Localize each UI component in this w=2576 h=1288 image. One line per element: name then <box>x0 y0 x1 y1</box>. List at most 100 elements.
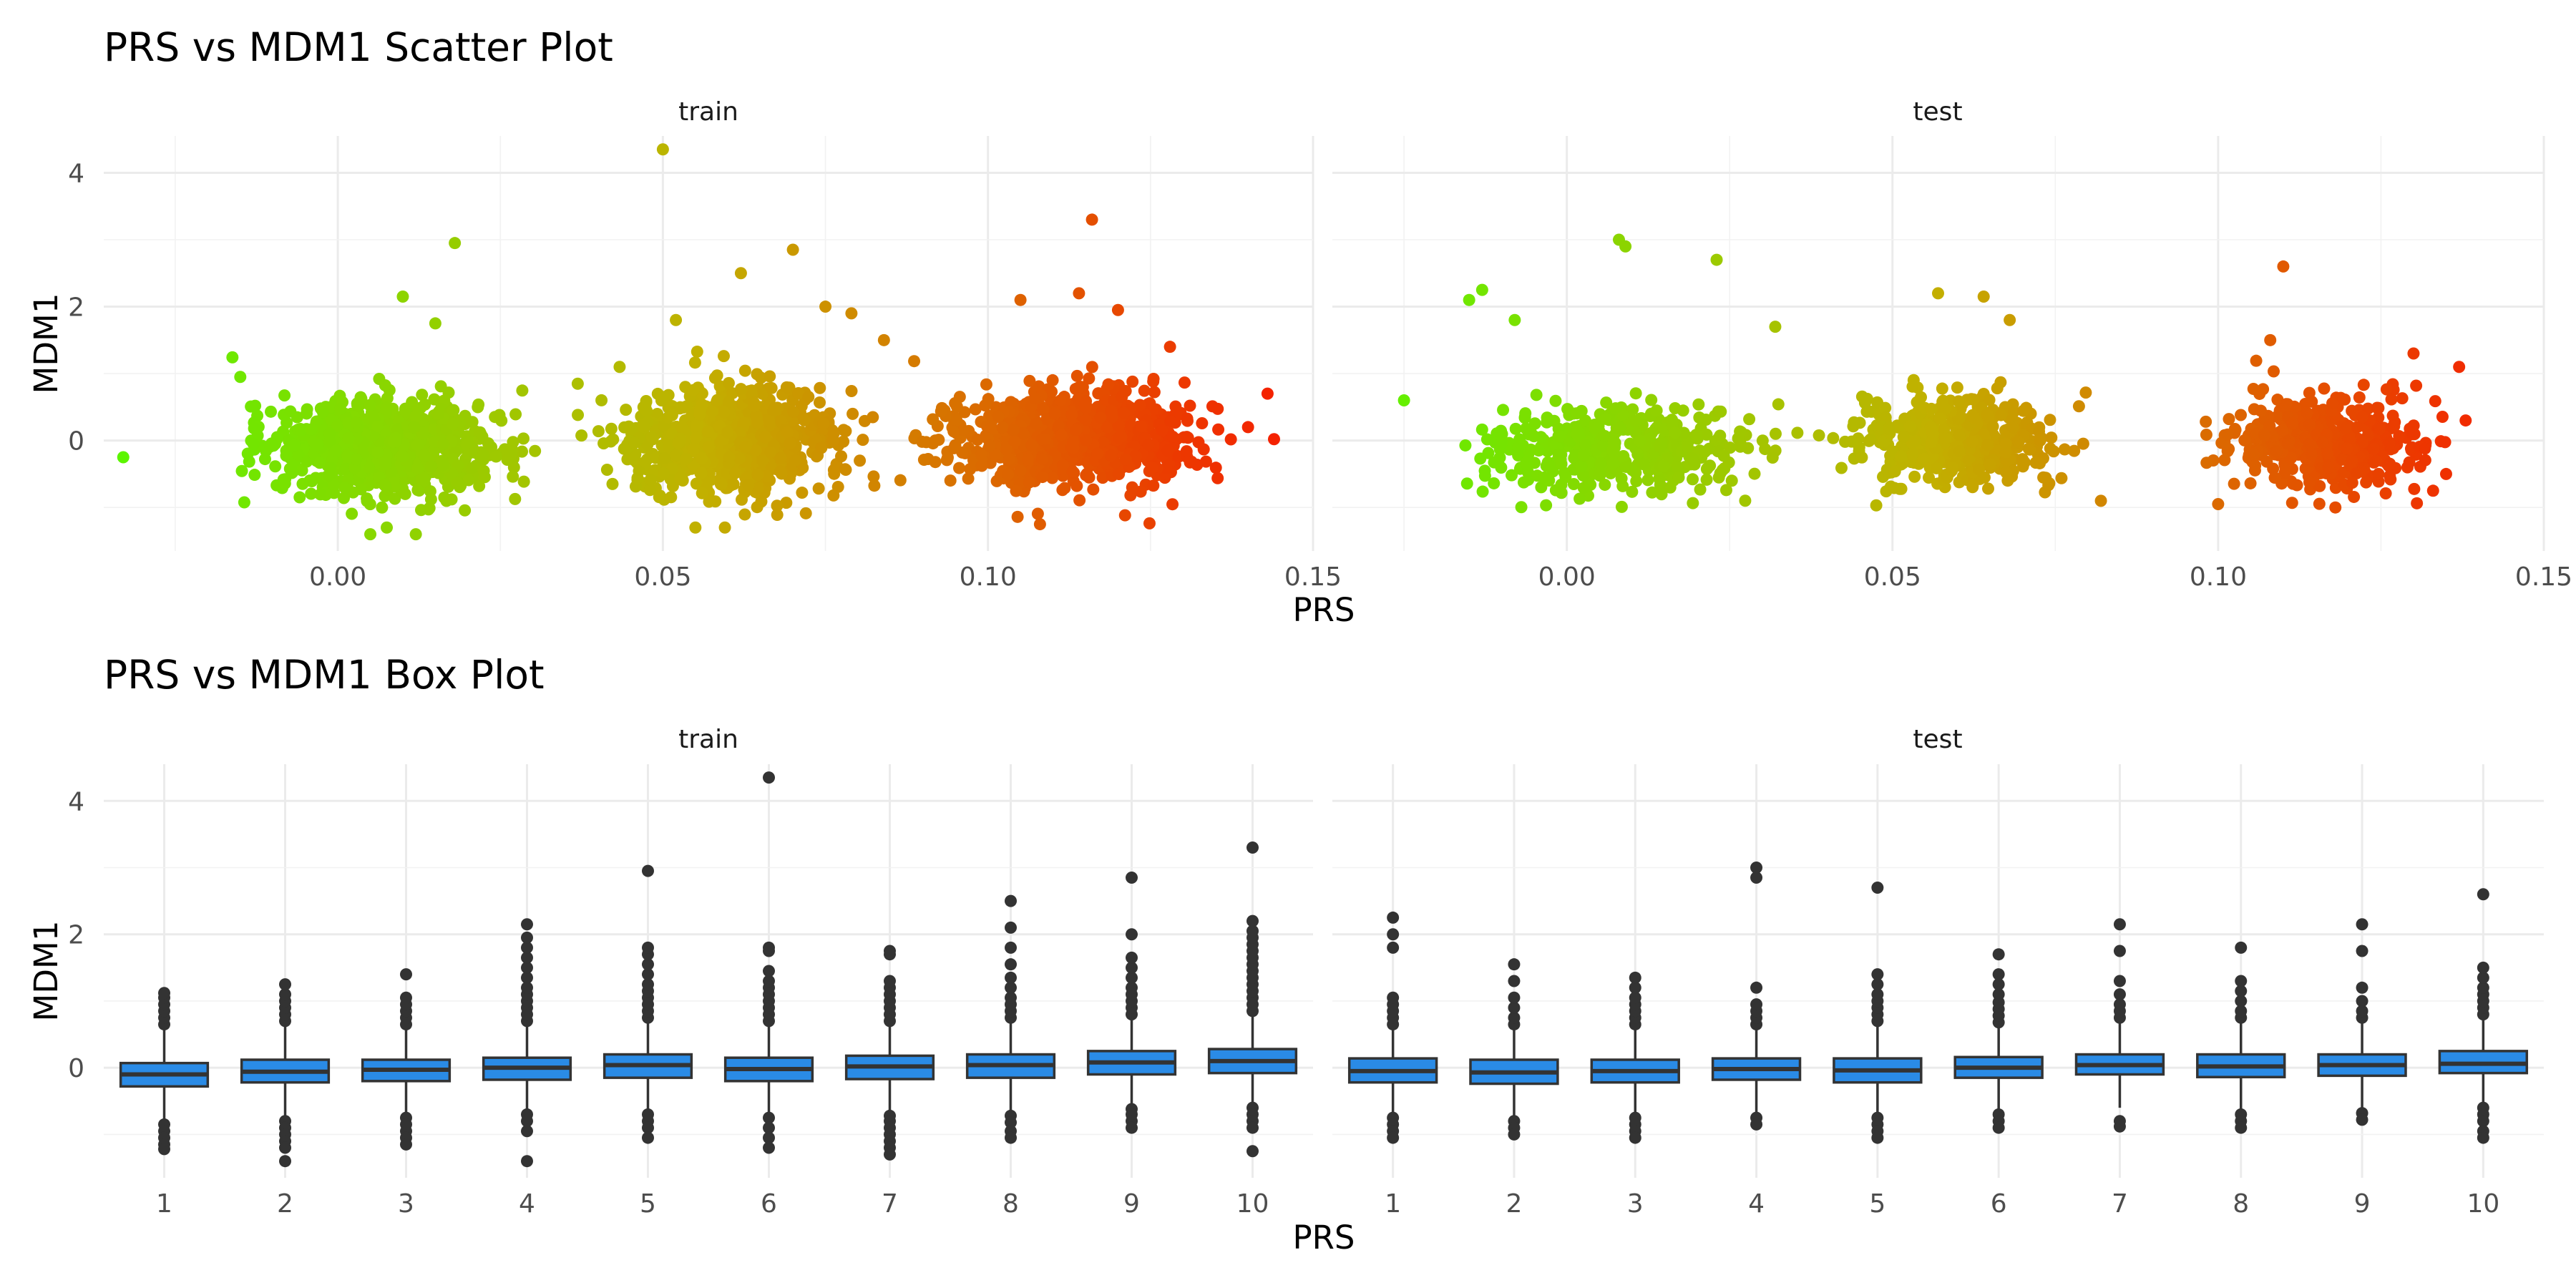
box-train-outlier-point <box>1126 981 1138 994</box>
scatter-test-point <box>1509 422 1522 435</box>
scatter-test-point <box>2316 436 2329 449</box>
scatter-train-point <box>1211 402 1224 415</box>
scatter-train-point <box>459 504 472 517</box>
scatter-train-point <box>1028 392 1041 405</box>
scatter-train-point <box>944 474 957 487</box>
scatter-test-point <box>1599 478 1611 491</box>
scatter-train-point <box>436 437 449 450</box>
scatter-train-point <box>301 455 313 468</box>
scatter-train-point <box>249 399 262 412</box>
scatter-test-point <box>1995 409 2008 421</box>
box-test-x-tick-label: 4 <box>1748 1189 1765 1219</box>
scatter-test-point <box>1953 444 1966 457</box>
scatter-test-point <box>1549 394 1562 407</box>
box-train-outlier-point <box>763 1111 775 1124</box>
box-test-outlier-point <box>1508 991 1521 1004</box>
box-test-outlier-point <box>2235 985 2248 997</box>
scatter-train-point <box>763 370 776 383</box>
scatter-test-point <box>1528 430 1541 443</box>
scatter-train-point <box>751 416 763 429</box>
scatter-test-point <box>1966 479 1979 492</box>
scatter-train-point <box>1211 472 1224 484</box>
box-train-outlier-point <box>1005 941 1017 954</box>
scatter-train-point <box>313 457 326 469</box>
scatter-test-point <box>2303 476 2316 489</box>
scatter-train-point <box>482 437 494 450</box>
scatter-train-point <box>1070 369 1083 382</box>
scatter-train-point <box>600 464 613 477</box>
scatter-test-point <box>1655 488 1668 501</box>
scatter-test-point <box>2429 395 2441 408</box>
scatter-train-point <box>1067 436 1080 449</box>
scatter-test-outlier-point <box>2329 501 2342 514</box>
scatter-train-point <box>1036 403 1049 416</box>
box-strip-test: test <box>1913 725 1962 754</box>
box-test-outlier-point <box>1629 981 1641 994</box>
scatter-train-point <box>592 425 605 438</box>
scatter-train-point <box>715 478 728 491</box>
box-train-outlier-point <box>521 918 533 931</box>
box-train-outlier-point <box>1246 1121 1259 1134</box>
scatter-test-point <box>1677 404 1689 417</box>
scatter-train-point <box>1065 408 1078 421</box>
scatter-train-point <box>507 470 519 483</box>
scatter-train-point <box>741 469 754 482</box>
scatter-test-point <box>1511 441 1524 454</box>
scatter-train-point <box>979 399 992 412</box>
scatter-train-point <box>396 450 409 463</box>
scatter-test-point <box>1553 430 1566 443</box>
scatter-train-point <box>339 462 352 475</box>
scatter-train-point <box>1138 384 1151 397</box>
scatter-train-point <box>407 421 420 434</box>
box-train-outlier-point <box>279 1141 291 1154</box>
scatter-train-point <box>796 487 809 499</box>
scatter-train-point <box>305 487 318 500</box>
scatter-train-point <box>516 445 529 458</box>
box-train-outlier-point <box>1005 921 1017 934</box>
scatter-test-point <box>1567 478 1580 491</box>
scatter-train-x-tick-label: 0.00 <box>309 562 366 592</box>
scatter-test-point <box>1561 403 1574 416</box>
scatter-test-point <box>2039 472 2052 484</box>
box-test-outlier-point <box>1992 988 2005 1001</box>
scatter-test-point <box>2022 442 2035 455</box>
box-train-outlier-point <box>642 1131 654 1144</box>
box-y-axis-label: MDM1 <box>27 921 65 1022</box>
scatter-train-point <box>474 426 487 439</box>
scatter-test-point <box>1714 467 1727 480</box>
scatter-train-point <box>416 427 429 440</box>
scatter-train-point <box>867 411 879 424</box>
scatter-train-point <box>701 425 714 438</box>
scatter-train-point <box>301 407 313 420</box>
scatter-test-point <box>1521 459 1533 472</box>
scatter-train-point <box>1147 375 1160 388</box>
scatter-test-point <box>2017 404 2030 417</box>
scatter-test-point <box>2218 454 2231 467</box>
scatter-test-point <box>1925 402 1938 415</box>
scatter-test-point <box>1594 467 1606 479</box>
scatter-train-point <box>733 452 746 465</box>
scatter-test-point <box>2267 462 2280 475</box>
scatter-train-point <box>293 491 306 504</box>
scatter-test-point <box>2079 386 2092 399</box>
scatter-test-outlier-point <box>1932 287 1944 300</box>
scatter-train-point <box>1017 426 1030 439</box>
scatter-test-point <box>1845 435 1858 448</box>
scatter-train-outlier-point <box>689 521 702 534</box>
scatter-test-point <box>1495 461 1508 474</box>
scatter-train-point <box>1002 468 1015 481</box>
scatter-train-point <box>672 436 685 449</box>
scatter-train-point <box>278 389 291 402</box>
scatter-test-point <box>2384 443 2397 456</box>
scatter-train-point <box>571 377 584 390</box>
scatter-train-point <box>735 383 748 396</box>
box-train-outlier-point <box>1246 924 1259 937</box>
scatter-test-point <box>1952 395 1965 408</box>
scatter-test-point <box>1540 499 1553 512</box>
scatter-train-point <box>711 394 724 406</box>
scatter-test-point <box>1719 484 1732 497</box>
scatter-test-point <box>1599 429 1611 442</box>
box-train-outlier-point <box>279 978 291 991</box>
scatter-train-point <box>436 459 449 472</box>
scatter-train-point <box>639 455 652 468</box>
